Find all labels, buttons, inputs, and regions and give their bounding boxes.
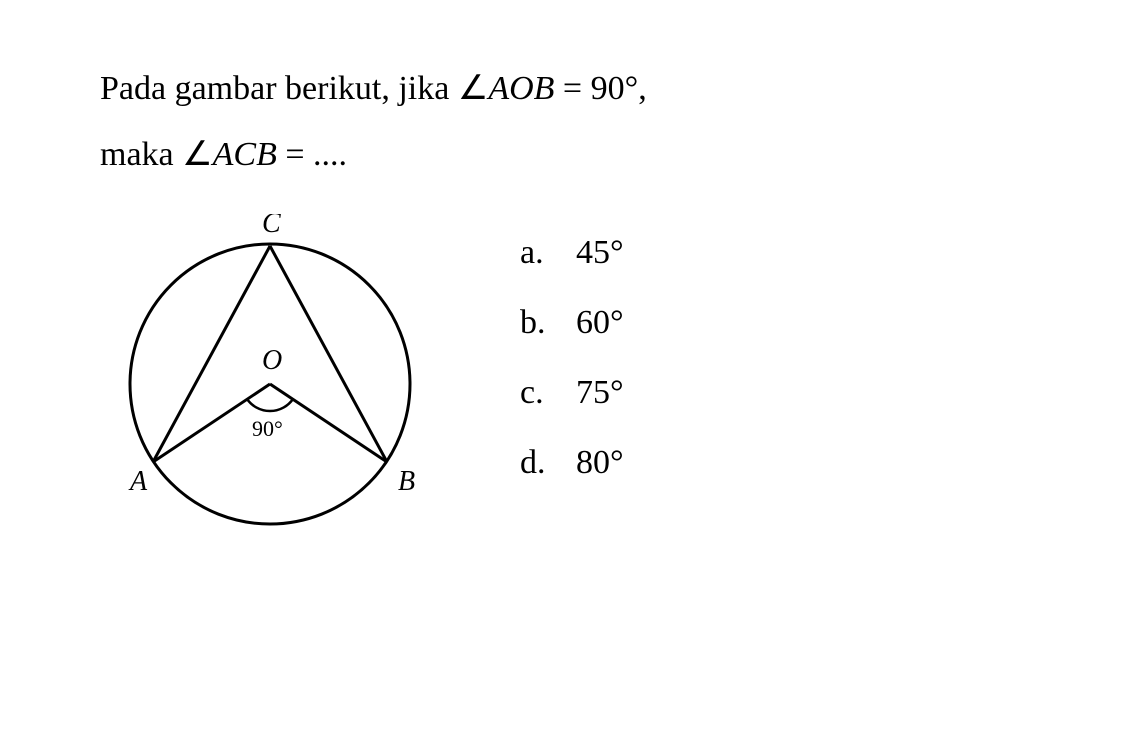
- option-d: d. 80°: [520, 444, 624, 482]
- content-row: A B C O 90° a. 45° b. 60° c. 75° d. 80°: [100, 214, 1033, 554]
- option-c-label: c.: [520, 374, 552, 412]
- option-c: c. 75°: [520, 374, 624, 412]
- q1-pre: Pada gambar berikut, jika: [100, 70, 458, 107]
- option-c-value: 75°: [576, 374, 624, 412]
- diagram-svg: A B C O 90°: [100, 214, 440, 554]
- option-d-label: d.: [520, 444, 552, 482]
- circle-diagram: A B C O 90°: [100, 214, 440, 554]
- option-b: b. 60°: [520, 304, 624, 342]
- option-b-value: 60°: [576, 304, 624, 342]
- option-a-value: 45°: [576, 234, 624, 272]
- svg-text:A: A: [128, 466, 148, 497]
- svg-text:C: C: [262, 214, 281, 239]
- svg-text:90°: 90°: [252, 416, 283, 441]
- option-a: a. 45°: [520, 234, 624, 272]
- question-line-1: Pada gambar berikut, jika ∠AOB = 90°,: [100, 60, 1033, 118]
- q1-eq: = 90°,: [554, 70, 646, 107]
- q2-pre: maka: [100, 136, 182, 173]
- angle-symbol-1: ∠: [458, 70, 488, 107]
- svg-text:O: O: [262, 345, 282, 376]
- svg-text:B: B: [398, 466, 415, 497]
- option-d-value: 80°: [576, 444, 624, 482]
- q2-eq: = ....: [277, 136, 347, 173]
- option-b-label: b.: [520, 304, 552, 342]
- option-a-label: a.: [520, 234, 552, 272]
- angle-symbol-2: ∠: [182, 136, 212, 173]
- angle-name-aob: AOB: [488, 70, 554, 107]
- angle-name-acb: ACB: [213, 136, 277, 173]
- options-list: a. 45° b. 60° c. 75° d. 80°: [520, 214, 624, 482]
- question-text: Pada gambar berikut, jika ∠AOB = 90°, ma…: [100, 60, 1033, 184]
- question-line-2: maka ∠ACB = ....: [100, 126, 1033, 184]
